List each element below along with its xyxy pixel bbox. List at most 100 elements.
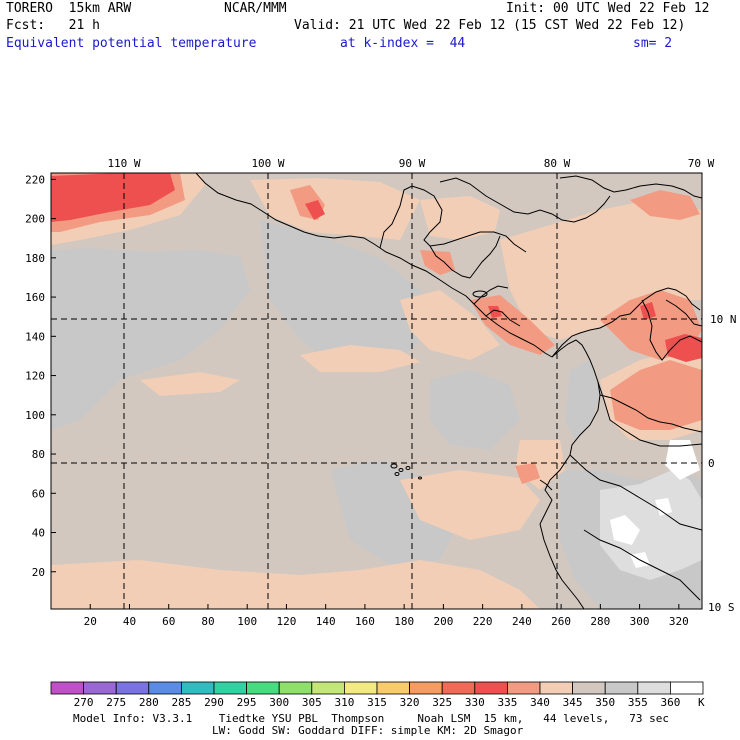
smoothing: sm= 2 <box>633 36 673 51</box>
valid-time: Valid: 21 UTC Wed 22 Feb 12 (15 CST Wed … <box>294 18 686 33</box>
colorbar-label-305: 305 <box>302 696 322 709</box>
forecast-hour: Fcst: 21 h <box>6 18 100 33</box>
peach-region-17 <box>500 200 702 340</box>
colorbar-label-325: 325 <box>432 696 452 709</box>
y-tick-label-100: 100 <box>25 409 45 422</box>
x-tick-label-140: 140 <box>316 615 336 628</box>
y-tick-label-20: 20 <box>32 566 45 579</box>
colorbar-label-315: 315 <box>367 696 387 709</box>
center-title: NCAR/MMM <box>224 1 287 16</box>
colorbar-swatch-3 <box>148 681 182 695</box>
lat-label-0: 0 <box>708 457 715 470</box>
colorbar-label-320: 320 <box>400 696 420 709</box>
lon-label-90w: 90 W <box>399 157 426 170</box>
y-tick-label-200: 200 <box>25 213 45 226</box>
longitude-labels: 110 W 100 W 90 W 80 W 70 W <box>107 157 714 170</box>
colorbar-swatch-7 <box>278 681 313 695</box>
colorbar-swatch-0 <box>50 681 84 695</box>
red-region-31 <box>305 200 325 220</box>
x-tick-label-200: 200 <box>433 615 453 628</box>
lon-label-70w: 70 W <box>688 157 715 170</box>
lon-label-110w: 110 W <box>107 157 140 170</box>
y-tick-label-80: 80 <box>32 448 45 461</box>
white-region-8 <box>610 515 640 545</box>
colorbar-label-340: 340 <box>530 696 550 709</box>
colorbar-swatch-9 <box>343 681 378 695</box>
colorbar: 270 275 280 285 290 295 300 305 310 315 320 325 330 3… <box>50 681 705 709</box>
colorbar-label-280: 280 <box>139 696 159 709</box>
coastlines <box>195 173 702 609</box>
colorbar-swatch-2 <box>115 681 150 695</box>
colorbar-label-285: 285 <box>171 696 191 709</box>
x-tick-label-120: 120 <box>277 615 297 628</box>
model-title: TORERO 15km ARW <box>6 1 132 16</box>
x-tick-label-240: 240 <box>512 615 532 628</box>
red-region-30 <box>51 173 175 222</box>
x-tick-label-320: 320 <box>669 615 689 628</box>
x-tick-label-220: 220 <box>473 615 493 628</box>
field-name: Equivalent potential temperature <box>6 36 257 51</box>
colorbar-swatch-4 <box>180 681 215 695</box>
colorbar-swatch-13 <box>474 681 508 695</box>
colorbar-label-290: 290 <box>204 696 224 709</box>
white-region-7 <box>665 440 700 480</box>
salmon-region-28 <box>630 190 700 220</box>
colorbar-unit: K <box>698 696 705 709</box>
colorbar-swatch-17 <box>604 681 639 695</box>
peach-region-13 <box>300 345 420 372</box>
y-tick-label-220: 220 <box>25 173 45 186</box>
x-tick-label-260: 260 <box>551 615 571 628</box>
peach-region-16 <box>400 290 500 360</box>
physics-info: LW: Godd SW: Goddard DIFF: simple KM: 2D… <box>212 724 524 737</box>
colorbar-swatch-10 <box>376 681 410 695</box>
colorbar-label-275: 275 <box>106 696 126 709</box>
colorbar-swatch-19 <box>670 681 704 695</box>
lat-label-10s: 10 S <box>708 601 735 614</box>
colorbar-swatch-6 <box>246 681 280 695</box>
colorbar-label-310: 310 <box>334 696 354 709</box>
colorbar-swatch-11 <box>409 681 443 695</box>
white-region-9 <box>655 498 672 516</box>
y-tick-label-160: 160 <box>25 291 45 304</box>
colorbar-label-350: 350 <box>595 696 615 709</box>
colorbar-label-330: 330 <box>465 696 485 709</box>
level-index: at k-index = 44 <box>340 36 466 51</box>
colorbar-swatch-14 <box>506 681 541 695</box>
x-tick-label-60: 60 <box>162 615 175 628</box>
x-tick-label-180: 180 <box>394 615 414 628</box>
x-tick-label-80: 80 <box>201 615 214 628</box>
x-tick-label-280: 280 <box>590 615 610 628</box>
colorbar-label-270: 270 <box>74 696 94 709</box>
plot-frame <box>50 172 703 610</box>
colorbar-label-360: 360 <box>660 696 680 709</box>
colorbar-swatch-12 <box>441 681 476 695</box>
colorbar-swatch-16 <box>572 681 606 695</box>
colorbar-label-295: 295 <box>237 696 257 709</box>
lon-label-100w: 100 W <box>251 157 284 170</box>
peach-region-12 <box>51 560 540 609</box>
colorbar-swatch-5 <box>213 681 247 695</box>
light-grey-region-6 <box>600 470 702 580</box>
peach-region-14 <box>140 372 240 396</box>
colorbar-swatch-15 <box>539 681 573 695</box>
red-region-32 <box>665 334 702 362</box>
y-axis-ticks: 20 40 60 80 100 120 140 160 180 200 220 <box>25 173 56 579</box>
colorbar-swatch-1 <box>83 681 117 695</box>
x-tick-label-100: 100 <box>237 615 257 628</box>
x-tick-label-40: 40 <box>123 615 136 628</box>
grey-region-1 <box>260 220 430 370</box>
colorbar-swatch-18 <box>637 681 671 695</box>
colorbar-label-335: 335 <box>497 696 517 709</box>
theta-e-field <box>51 173 702 609</box>
model-info: Model Info: V3.3.1 Tiedtke YSU PBL Thomp… <box>73 712 670 725</box>
salmon-region-27 <box>610 360 702 430</box>
grey-region-4 <box>565 360 600 440</box>
salmon-region-24 <box>420 250 455 275</box>
lat-lon-gridlines <box>51 173 702 609</box>
colorbar-label-300: 300 <box>269 696 289 709</box>
x-tick-label-300: 300 <box>630 615 650 628</box>
x-tick-label-160: 160 <box>355 615 375 628</box>
y-tick-label-40: 40 <box>32 527 45 540</box>
lat-label-10n: 10 N <box>710 313 737 326</box>
